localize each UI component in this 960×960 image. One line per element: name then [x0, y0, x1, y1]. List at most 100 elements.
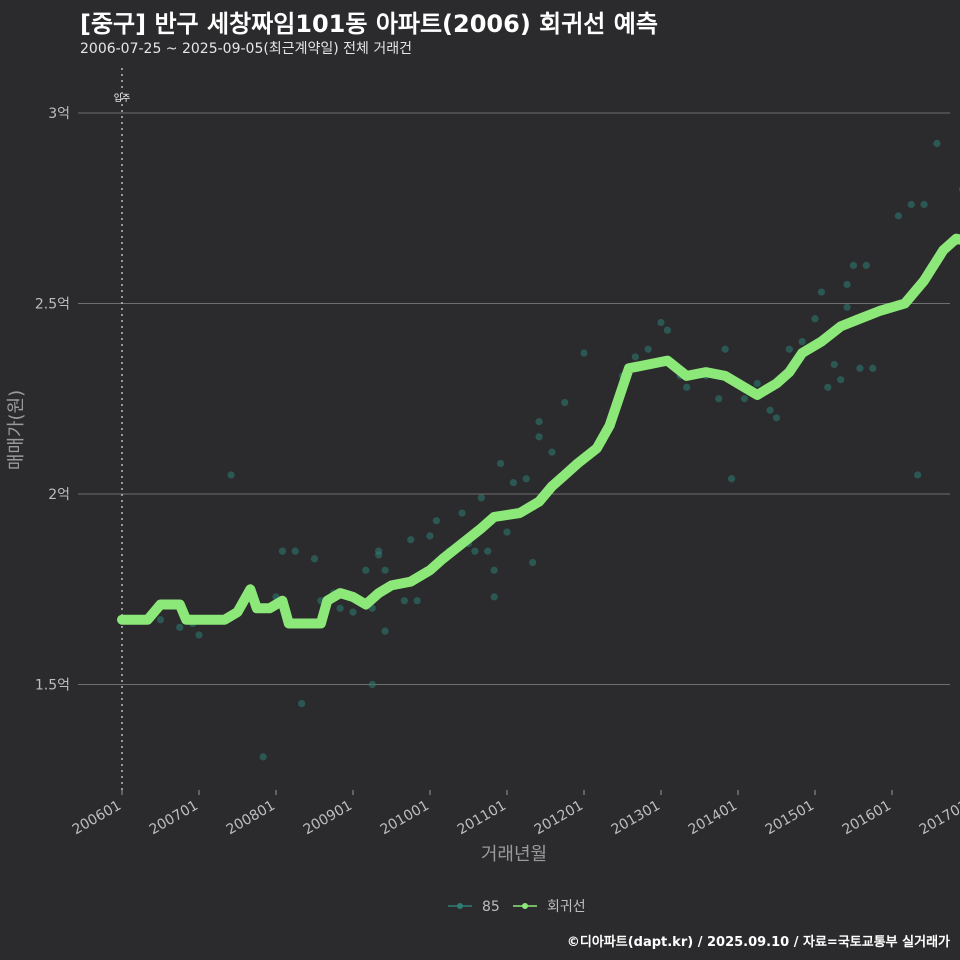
- legend-label: 회귀선: [547, 899, 586, 915]
- regression-line: [117, 233, 960, 629]
- data-point: [176, 623, 184, 631]
- move-in-label: 입주: [114, 92, 131, 104]
- y-tick-label: 3억: [48, 106, 70, 122]
- x-tick-label: 201201: [532, 798, 586, 839]
- footer-credit: ©디아파트(dapt.kr) / 2025.09.10 / 자료=국토교통부 실…: [566, 935, 950, 950]
- x-tick-label: 200901: [301, 798, 355, 839]
- data-point: [721, 345, 729, 353]
- y-tick-label: 1.5억: [35, 678, 70, 694]
- data-point: [362, 566, 370, 574]
- data-point: [496, 459, 505, 468]
- data-point: [811, 315, 819, 323]
- legend-swatch-point: [457, 903, 463, 909]
- data-point: [336, 604, 344, 612]
- data-point: [490, 593, 498, 601]
- y-tick-label: 2.5억: [35, 297, 70, 313]
- data-point: [837, 376, 845, 384]
- data-point: [740, 395, 749, 403]
- data-point: [843, 280, 851, 289]
- data-point: [432, 517, 441, 525]
- annotations: 입주: [114, 68, 131, 790]
- data-point: [907, 200, 915, 209]
- data-point: [426, 532, 434, 540]
- data-point: [458, 509, 466, 517]
- x-tick-label: 201401: [686, 798, 740, 839]
- x-tick-labels: 200601 200701 200801 200901 201001 201101 2012…: [70, 790, 960, 838]
- data-point: [657, 318, 665, 327]
- data-point: [933, 139, 941, 148]
- legend-item: 85: [448, 899, 500, 915]
- data-point: [644, 345, 652, 353]
- data-point: [580, 349, 588, 357]
- data-point: [849, 261, 858, 269]
- data-point: [727, 475, 736, 483]
- x-tick-label: 201301: [609, 798, 663, 839]
- y-axis-title: 매매가(원): [6, 390, 27, 470]
- data-point: [407, 536, 415, 544]
- data-point: [413, 597, 421, 605]
- data-point: [830, 360, 838, 369]
- scatter-points: [156, 139, 960, 761]
- data-point: [663, 326, 672, 334]
- y-tick-label: 2억: [48, 487, 70, 503]
- data-point: [561, 398, 569, 407]
- data-point: [156, 616, 165, 624]
- data-point: [631, 353, 639, 361]
- data-point: [817, 288, 826, 296]
- data-point: [259, 753, 267, 761]
- data-point: [381, 627, 389, 635]
- data-point: [715, 395, 723, 403]
- data-point: [227, 471, 235, 479]
- data-point: [683, 383, 691, 391]
- data-point: [522, 475, 530, 483]
- data-point: [766, 406, 774, 414]
- data-point: [798, 338, 806, 346]
- legend: 85 회귀선: [448, 899, 586, 915]
- data-point: [503, 528, 511, 536]
- data-point: [381, 566, 389, 574]
- x-tick-label: 200701: [147, 798, 201, 839]
- data-point: [509, 478, 518, 487]
- x-tick-label: 200601: [70, 798, 124, 839]
- data-point: [484, 547, 492, 555]
- data-point: [920, 200, 928, 209]
- legend-swatch-point: [522, 903, 528, 909]
- x-tick-label: 201501: [763, 798, 817, 839]
- data-point: [278, 547, 287, 555]
- data-point: [869, 364, 877, 372]
- data-point: [753, 379, 761, 388]
- regression-line-layer: [117, 233, 960, 629]
- data-point: [310, 555, 319, 563]
- x-tick-label: 200801: [224, 798, 278, 839]
- data-point: [914, 471, 922, 479]
- data-point: [490, 566, 498, 574]
- chart-subtitle: 2006-07-25 ~ 2025-09-05(최근계약일) 전체 거래건: [80, 41, 412, 57]
- data-point: [529, 558, 537, 567]
- data-point: [535, 433, 543, 441]
- data-point: [298, 699, 306, 708]
- data-point: [785, 345, 793, 353]
- x-tick-label: 201101: [455, 798, 509, 839]
- legend-item: 회귀선: [513, 899, 586, 915]
- y-tick-labels: 1.5억 2억 2.5억 3억: [35, 106, 70, 694]
- data-point: [856, 364, 864, 372]
- data-point: [843, 303, 851, 311]
- data-point: [349, 608, 357, 616]
- data-point: [548, 448, 556, 456]
- data-point: [477, 494, 485, 502]
- data-point: [368, 680, 376, 689]
- data-point: [195, 631, 203, 639]
- data-point: [772, 414, 781, 422]
- x-tick-label: 201601: [840, 798, 894, 839]
- data-point: [471, 547, 479, 555]
- data-point: [400, 597, 408, 605]
- data-point: [894, 212, 903, 220]
- data-point: [291, 547, 299, 555]
- legend-label: 85: [482, 899, 500, 915]
- chart-title: [중구] 반구 세창짜임101동 아파트(2006) 회귀선 예측: [80, 10, 658, 38]
- data-point: [535, 418, 543, 426]
- data-point: [862, 261, 870, 269]
- x-tick-label: 201701: [917, 798, 960, 839]
- data-point: [375, 551, 383, 559]
